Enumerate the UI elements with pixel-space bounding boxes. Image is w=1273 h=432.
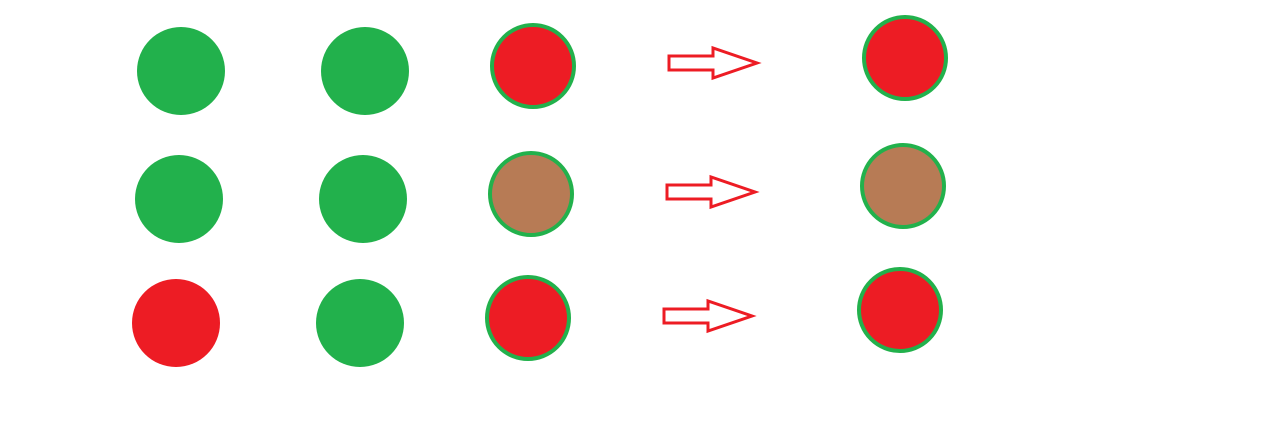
row-2-input-2-circle xyxy=(319,155,407,243)
row-1-right-arrow-icon xyxy=(667,45,762,81)
row-3-input-1-circle xyxy=(132,279,220,367)
row-2-input-1-circle xyxy=(135,155,223,243)
row-2-result-circle xyxy=(860,143,946,229)
row-1-result-circle xyxy=(862,15,948,101)
row-2-right-arrow-icon xyxy=(665,174,760,210)
row-1-combined-circle xyxy=(490,23,576,109)
row-3-input-2-circle xyxy=(316,279,404,367)
row-3-result-circle xyxy=(857,267,943,353)
row-2-combined-circle xyxy=(488,151,574,237)
row-1-input-2-circle xyxy=(321,27,409,115)
row-3-combined-circle xyxy=(485,275,571,361)
row-3-right-arrow-icon xyxy=(662,298,757,334)
row-1-input-1-circle xyxy=(137,27,225,115)
